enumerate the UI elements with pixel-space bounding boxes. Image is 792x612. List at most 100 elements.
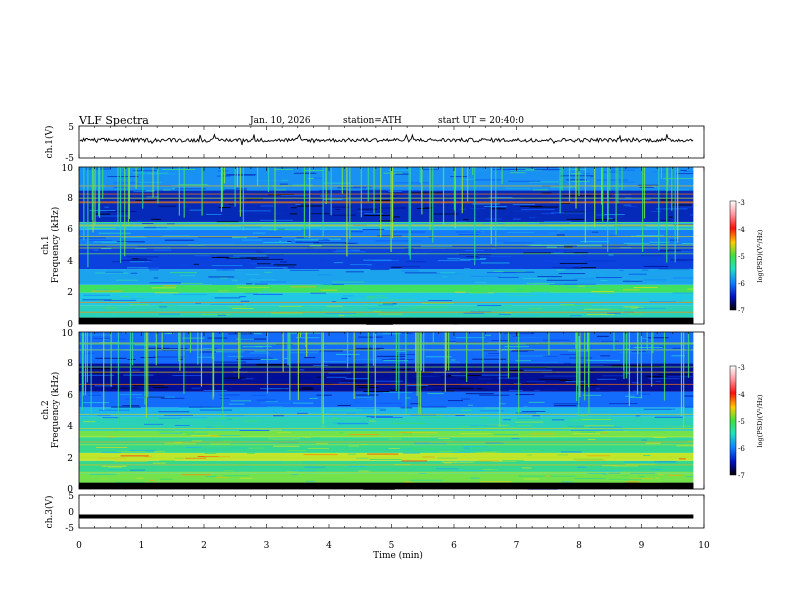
spectrogram-texture — [584, 260, 616, 262]
spectrogram-texture — [620, 474, 630, 476]
spectrogram-texture — [190, 435, 218, 437]
spectrogram-sferic — [499, 332, 501, 427]
spectrogram-texture — [638, 482, 662, 484]
spectrogram-sferic — [474, 167, 476, 266]
spectrogram-texture — [166, 223, 175, 225]
spectrogram-texture — [538, 379, 568, 381]
spectrogram-texture — [524, 199, 554, 201]
spectrogram-texture — [559, 246, 569, 248]
spectrogram-texture — [424, 207, 434, 209]
spectrogram-texture — [409, 479, 443, 481]
spectrogram-texture — [108, 436, 115, 438]
spectrogram-texture — [280, 188, 292, 190]
spectrogram-texture — [195, 418, 204, 420]
spectrogram-texture — [404, 212, 421, 214]
spectrogram-texture — [319, 284, 333, 286]
spectrogram-texture — [488, 240, 508, 242]
spectrogram-texture — [459, 433, 492, 435]
spectrogram-texture — [194, 255, 211, 257]
spectrogram-texture — [357, 208, 378, 210]
spectrogram-texture — [246, 273, 260, 275]
spectrogram-texture — [458, 378, 466, 380]
spectrogram-sferic — [82, 332, 84, 387]
spectrogram-texture — [127, 358, 136, 360]
spectrogram-tone — [79, 202, 694, 204]
spectrogram-texture — [110, 445, 130, 447]
spectrogram-texture — [120, 393, 143, 395]
spectrogram-texture — [216, 175, 231, 177]
spectrogram-texture — [512, 218, 521, 220]
spectrogram-texture — [192, 289, 216, 291]
spectrogram-texture — [676, 173, 694, 175]
spectrogram-texture — [619, 269, 624, 271]
spectrogram-texture — [653, 437, 667, 439]
spectrogram-texture — [478, 378, 492, 380]
spectrogram-texture — [392, 216, 400, 218]
spectrogram-texture — [313, 242, 348, 244]
spectrogram-sferic — [419, 167, 421, 183]
spectrogram-texture — [441, 461, 473, 463]
spectrogram-texture — [414, 443, 448, 445]
spectrogram-texture — [639, 476, 645, 478]
spectrogram-band — [79, 245, 694, 270]
spectrogram-texture — [402, 372, 429, 374]
ch1-ftick-8: 8 — [67, 194, 73, 204]
spectrogram-tone — [79, 201, 694, 203]
spectrogram-texture — [314, 177, 324, 179]
spectrogram-texture — [351, 249, 360, 251]
spectrogram-texture — [633, 390, 639, 392]
x-tick-label: 1 — [139, 541, 145, 551]
spectrogram-texture — [472, 358, 507, 360]
spectrogram-texture — [323, 243, 342, 245]
spectrogram-texture — [633, 346, 664, 348]
spectrogram-texture — [559, 380, 573, 382]
spectrogram-texture — [115, 279, 138, 281]
spectrogram-tone — [79, 444, 694, 446]
spectrogram-texture — [573, 267, 597, 269]
spectrogram-texture — [217, 290, 231, 292]
spectrogram-texture — [321, 426, 326, 428]
ch1-ftick-0: 0 — [67, 320, 73, 330]
spectrogram-texture — [648, 376, 663, 378]
spectrogram-texture — [174, 424, 190, 426]
spectrogram-texture — [153, 277, 159, 279]
spectrogram-texture — [116, 451, 146, 453]
x-tick-label: 4 — [326, 541, 332, 551]
spectrogram-texture — [481, 291, 497, 293]
ch1-cbar-tick-7: -7 — [738, 307, 745, 315]
spectrogram-texture — [439, 188, 461, 190]
spectrogram-texture — [482, 451, 501, 453]
spectrogram-texture — [614, 194, 632, 196]
spectrogram-band — [79, 452, 694, 461]
spectrogram-texture — [218, 207, 231, 209]
spectrogram-texture — [566, 218, 584, 220]
spectrogram-sferic — [472, 167, 474, 175]
spectrogram-texture — [479, 410, 504, 412]
spectrogram-texture — [297, 412, 308, 414]
spectrogram-texture — [180, 282, 203, 284]
spectrogram-texture — [144, 261, 153, 263]
spectrogram-tone — [79, 413, 694, 415]
spectrogram-texture — [128, 450, 156, 452]
spectrogram-texture — [105, 271, 124, 273]
spectrogram-texture — [569, 168, 587, 170]
spectrogram-texture — [542, 260, 564, 262]
spectrogram-texture — [356, 385, 374, 387]
spectrogram-texture — [423, 406, 431, 408]
spectrogram-texture — [667, 376, 694, 378]
spectrogram-texture — [433, 213, 459, 215]
spectrogram-texture — [445, 194, 451, 196]
spectrogram-texture — [195, 302, 202, 304]
spectrogram-texture — [602, 375, 625, 377]
spectrogram-texture — [442, 390, 455, 392]
ch1-channel-label: ch.1 — [41, 235, 51, 254]
spectrogram-texture — [315, 443, 329, 445]
spectrogram-texture — [107, 466, 122, 468]
spectrogram-texture — [182, 337, 205, 339]
spectrogram-texture — [475, 246, 500, 248]
ch3-ytick-5: 5 — [68, 492, 74, 502]
spectrogram-sferic — [621, 167, 623, 191]
spectrogram-texture — [449, 361, 461, 363]
spectrogram-texture — [546, 246, 557, 248]
spectrogram-texture — [608, 472, 621, 474]
